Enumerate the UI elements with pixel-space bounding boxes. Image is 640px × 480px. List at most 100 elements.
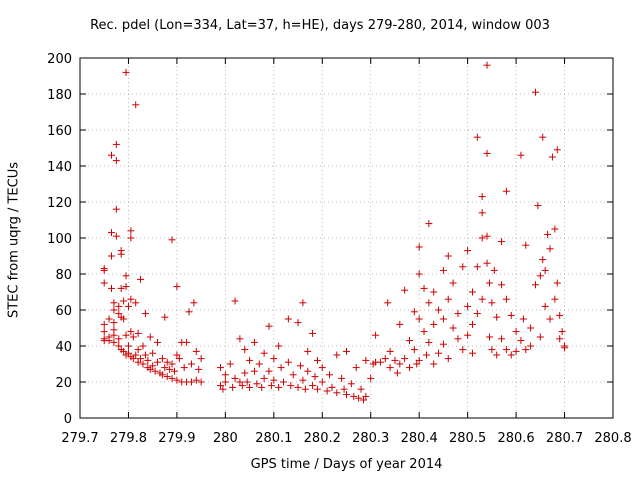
data-point bbox=[229, 383, 237, 391]
data-point bbox=[313, 356, 321, 364]
data-point bbox=[340, 385, 348, 393]
data-point bbox=[478, 295, 486, 303]
data-point bbox=[134, 329, 142, 337]
data-point bbox=[149, 362, 157, 370]
data-point bbox=[459, 346, 467, 354]
data-point bbox=[100, 279, 108, 287]
y-tick-label: 160 bbox=[47, 124, 72, 139]
data-point bbox=[519, 315, 527, 323]
data-point bbox=[192, 347, 200, 355]
data-point bbox=[534, 202, 542, 210]
data-point bbox=[149, 349, 157, 357]
data-point bbox=[425, 220, 433, 228]
data-point bbox=[158, 371, 166, 379]
data-point bbox=[132, 101, 140, 109]
data-point bbox=[241, 369, 249, 377]
data-point bbox=[517, 151, 525, 159]
data-point bbox=[444, 295, 452, 303]
data-point bbox=[168, 236, 176, 244]
data-point bbox=[347, 380, 355, 388]
data-point bbox=[112, 140, 120, 148]
data-point bbox=[246, 383, 254, 391]
data-point bbox=[168, 374, 176, 382]
data-point bbox=[173, 283, 181, 291]
x-tick-label: 280.3 bbox=[352, 431, 389, 446]
x-tick-label: 280.7 bbox=[546, 431, 583, 446]
data-point bbox=[241, 346, 249, 354]
data-point bbox=[313, 385, 321, 393]
data-point bbox=[386, 347, 394, 355]
data-point bbox=[236, 378, 244, 386]
data-point bbox=[512, 328, 520, 336]
data-point bbox=[483, 61, 491, 69]
data-point bbox=[284, 358, 292, 366]
data-point bbox=[260, 349, 268, 357]
data-point bbox=[139, 360, 147, 368]
data-point bbox=[250, 338, 258, 346]
y-tick-label: 120 bbox=[47, 196, 72, 211]
data-point bbox=[141, 310, 149, 318]
data-point bbox=[132, 351, 140, 359]
data-point bbox=[464, 247, 472, 255]
chart-title: Rec. pdel (Lon=334, Lat=37, h=HE), days … bbox=[90, 18, 550, 33]
data-point bbox=[107, 284, 115, 292]
data-point bbox=[255, 360, 263, 368]
data-point bbox=[180, 364, 188, 372]
data-point bbox=[430, 320, 438, 328]
data-point bbox=[187, 378, 195, 386]
data-point bbox=[122, 272, 130, 280]
data-point bbox=[110, 338, 118, 346]
data-point bbox=[541, 266, 549, 274]
data-point bbox=[110, 319, 118, 327]
data-point bbox=[415, 356, 423, 364]
data-point bbox=[551, 295, 559, 303]
data-point bbox=[132, 299, 140, 307]
data-point bbox=[129, 355, 137, 363]
data-point bbox=[122, 68, 130, 76]
data-point bbox=[444, 355, 452, 363]
data-point bbox=[277, 364, 285, 372]
data-point bbox=[311, 373, 319, 381]
data-point bbox=[105, 337, 113, 345]
data-point bbox=[551, 225, 559, 233]
x-tick-label: 280.6 bbox=[497, 431, 534, 446]
data-point bbox=[502, 187, 510, 195]
data-point bbox=[396, 320, 404, 328]
data-point bbox=[267, 382, 275, 390]
data-point bbox=[124, 349, 132, 357]
data-point bbox=[309, 329, 317, 337]
data-point bbox=[323, 387, 331, 395]
data-point bbox=[115, 310, 123, 318]
data-point bbox=[151, 367, 159, 375]
data-point bbox=[362, 392, 370, 400]
data-point bbox=[187, 360, 195, 368]
data-point bbox=[483, 232, 491, 240]
data-point bbox=[415, 243, 423, 251]
data-point bbox=[158, 355, 166, 363]
data-point bbox=[490, 266, 498, 274]
data-point bbox=[384, 299, 392, 307]
data-point bbox=[548, 153, 556, 161]
data-point bbox=[473, 263, 481, 271]
data-point bbox=[415, 270, 423, 278]
y-tick-label: 180 bbox=[47, 88, 72, 103]
data-point bbox=[115, 335, 123, 343]
data-point bbox=[127, 227, 135, 235]
data-point bbox=[190, 299, 198, 307]
y-tick-label: 60 bbox=[55, 304, 72, 319]
y-tick-label: 20 bbox=[55, 376, 72, 391]
data-point bbox=[401, 286, 409, 294]
data-point bbox=[299, 376, 307, 384]
data-point bbox=[280, 378, 288, 386]
data-point bbox=[507, 351, 515, 359]
data-point bbox=[546, 245, 554, 253]
data-point bbox=[265, 367, 273, 375]
data-point bbox=[355, 394, 363, 402]
data-point bbox=[117, 284, 125, 292]
data-point bbox=[439, 315, 447, 323]
data-point bbox=[430, 360, 438, 368]
data-point bbox=[107, 252, 115, 260]
data-point bbox=[122, 283, 130, 291]
data-point bbox=[137, 275, 145, 283]
data-point bbox=[260, 374, 268, 382]
